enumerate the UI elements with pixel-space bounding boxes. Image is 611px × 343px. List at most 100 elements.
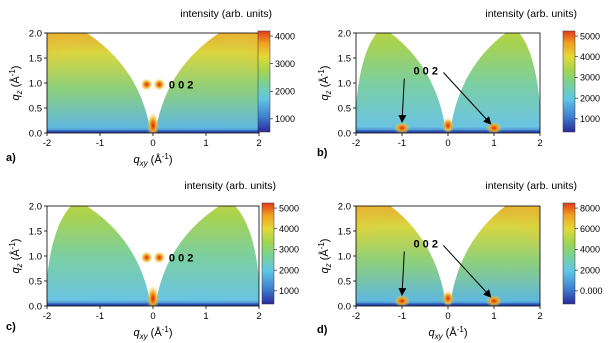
missing-wedge [390, 206, 506, 304]
colorbar-tick-label: 3000 [580, 73, 600, 83]
missing-wedge [86, 206, 220, 304]
colorbar-title: intensity (arb. units) [180, 8, 272, 20]
outside-detector [519, 33, 540, 106]
y-tick-label: 1.0 [338, 252, 351, 263]
colorbar-tick-label: 2000 [580, 93, 600, 103]
colorbar-tick-label: 1000 [279, 286, 299, 296]
heatmap-c [47, 206, 259, 306]
y-tick-label: 0.0 [29, 302, 42, 313]
y-tick-label: 0.0 [29, 129, 42, 140]
panel-label: b) [317, 147, 328, 159]
colorbar-title: intensity (arb. units) [485, 8, 577, 20]
x-tick-label: -1 [398, 138, 406, 149]
x-tick-label: 1 [203, 311, 208, 322]
colorbar-tick-label: 1000 [580, 114, 600, 124]
colorbar-tick-label: 0.000 [580, 286, 603, 296]
colorbar-tick-label: 5000 [580, 31, 600, 41]
colorbar-tick-label: 2000 [275, 86, 295, 96]
low-intensity-lobe [452, 256, 527, 306]
miller-index-annotation: 0 0 2 [414, 239, 438, 251]
peak-002-right [486, 122, 502, 133]
y-axis-label: qz (Å-1) [317, 66, 333, 101]
low-intensity-lobe [62, 83, 148, 133]
x-tick-label: -1 [96, 311, 104, 322]
colorbar: 5000 4000 3000 2000 1000 [261, 202, 299, 305]
arrow-to-peak-right [443, 72, 492, 125]
x-tick-label: -2 [352, 138, 360, 149]
x-tick-label: 2 [537, 311, 542, 322]
missing-wedge [86, 33, 220, 131]
colorbar-gradient [562, 202, 576, 305]
arrow-to-peak-left [398, 78, 407, 123]
y-tick-label: 1.0 [338, 79, 351, 90]
peak-002-left [140, 251, 153, 264]
peak-002-left [394, 295, 410, 306]
y-tick-label: 0.5 [29, 277, 42, 288]
y-tick-label: 1.5 [338, 227, 351, 238]
x-tick-label: 0 [445, 311, 450, 322]
y-tick-label: 2.0 [338, 29, 351, 40]
heatmap-b [356, 33, 540, 133]
x-tick-label: 1 [491, 138, 496, 149]
panel-d: -2 -1 0 1 2 2.0 1.5 1.0 0.5 0.0 qxy (Å-1) qz (Å-1) 0… [317, 180, 603, 341]
colorbar-title: intensity (arb. units) [485, 180, 577, 192]
y-tick-label: 1.0 [29, 252, 42, 263]
heatmap-d [356, 206, 540, 306]
colorbar-title: intensity (arb. units) [184, 180, 276, 192]
colorbar-gradient [562, 30, 576, 133]
panel-label: c) [6, 321, 16, 333]
colorbar: 5000 4000 3000 2000 1000 [562, 30, 600, 133]
x-axis-label: qxy (Å-1) [134, 325, 173, 341]
colorbar-tick-label: 2000 [279, 265, 299, 275]
x-tick-label: 1 [203, 138, 208, 149]
y-tick-label: 1.5 [29, 227, 42, 238]
arrow-to-peak-left [398, 251, 407, 296]
x-tick-label: 2 [256, 311, 261, 322]
colorbar-tick-label: 4000 [580, 52, 600, 62]
outside-detector [235, 206, 259, 279]
colorbar-tick-label: 1000 [275, 114, 295, 124]
miller-index-annotation: 0 0 2 [169, 80, 193, 92]
x-tick-label: -2 [352, 311, 360, 322]
x-tick-label: 2 [537, 138, 542, 149]
x-tick-label: -1 [96, 138, 104, 149]
y-axis-label: qz (Å-1) [8, 66, 24, 101]
hot-corner-right [488, 206, 540, 276]
x-tick-label: 2 [256, 138, 261, 149]
specular-peak [147, 285, 159, 306]
y-tick-label: 0.5 [338, 104, 351, 115]
panel-b: -2 -1 0 1 2 2.0 1.5 1.0 0.5 0.0 qz (Å-1) 0 0 2 b) 500… [317, 8, 600, 159]
colorbar: 4000 3000 2000 1000 [257, 30, 295, 133]
low-intensity-lobe [369, 83, 444, 133]
colorbar: 8000 6000 4000 2000 0.000 [562, 202, 603, 305]
specular-peak [442, 290, 454, 306]
low-intensity-lobe [452, 83, 527, 133]
x-tick-label: 0 [150, 311, 155, 322]
y-tick-label: 0.5 [338, 277, 351, 288]
x-tick-label: -2 [43, 311, 51, 322]
y-tick-label: 1.5 [338, 54, 351, 65]
y-tick-label: 0.5 [29, 104, 42, 115]
low-intensity-lobe [62, 256, 148, 306]
colorbar-tick-label: 3000 [279, 245, 299, 255]
colorbar-tick-label: 6000 [580, 224, 600, 234]
peak-002-right [153, 78, 166, 91]
peak-002-left [394, 122, 410, 133]
x-axis-label: qxy (Å-1) [134, 152, 173, 168]
colorbar-tick-label: 4000 [275, 31, 295, 41]
hot-corner-right [199, 33, 259, 103]
missing-wedge [390, 33, 506, 131]
panel-a: -2 -1 0 1 2 2.0 1.5 1.0 0.5 0.0 qxy (Å-1) qz (Å-1) 0… [6, 8, 295, 168]
peak-002-left [140, 78, 153, 91]
colorbar-tick-label: 4000 [580, 245, 600, 255]
panel-c: -2 -1 0 1 2 2.0 1.5 1.0 0.5 0.0 qxy (Å-1) qz (Å-1) 0… [6, 180, 299, 341]
x-axis-label: qxy (Å-1) [429, 325, 468, 341]
low-intensity-lobe [158, 83, 244, 133]
y-tick-label: 2.0 [338, 202, 351, 213]
peak-002-right [153, 251, 166, 264]
y-tick-label: 1.0 [29, 79, 42, 90]
y-axis-label: qz (Å-1) [317, 239, 333, 274]
x-tick-label: -1 [398, 311, 406, 322]
low-intensity-lobe [369, 256, 444, 306]
